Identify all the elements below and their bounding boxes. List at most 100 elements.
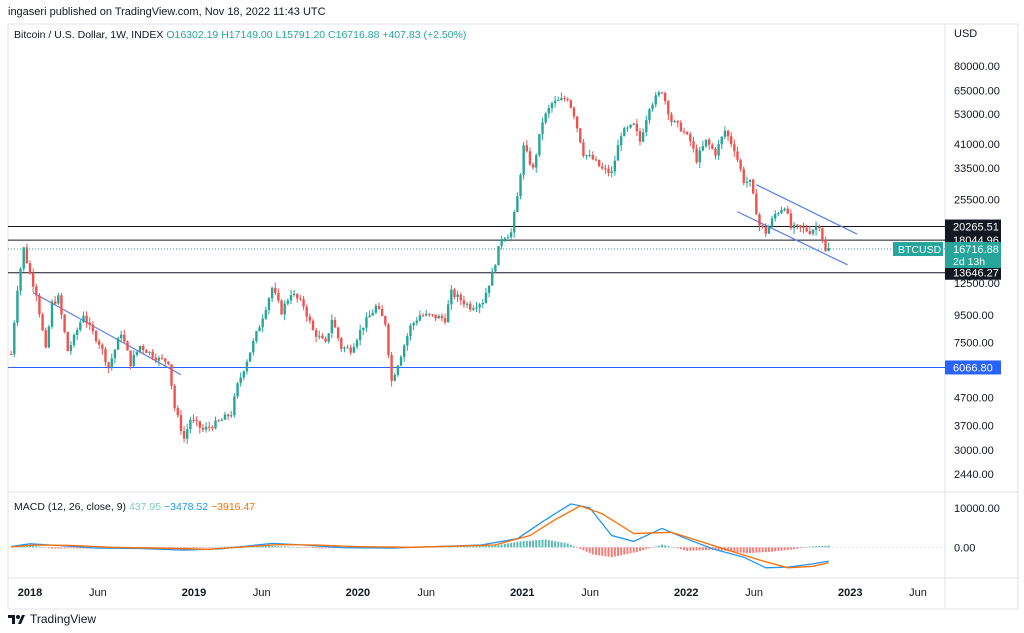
macd-histogram-bar [286,546,289,548]
candle-body [355,340,359,347]
candle-body [755,193,758,215]
candle-body [462,300,466,305]
macd-histogram-bar [32,545,35,548]
candle-body [453,289,456,297]
candle-body [349,347,352,353]
candle-body [424,313,428,316]
macd-histogram-bar [459,546,462,548]
candle-body [569,100,573,108]
candle-body [522,145,525,175]
candle-body [560,98,563,101]
candle-body [151,351,154,358]
candle-body [135,351,139,356]
candle-body [626,127,629,129]
candle-body [167,361,170,365]
trendline[interactable] [737,211,848,266]
candle-body [270,287,274,299]
candle-body [780,210,783,214]
macd-histogram-bar [308,547,311,548]
macd-histogram-bar [274,545,277,548]
candle-body [679,122,683,132]
macd-histogram-bar [173,547,176,549]
candle-body [704,139,708,147]
macd-histogram-bar [261,545,264,548]
macd-histogram-bar [280,546,283,548]
macd-histogram-bar [610,547,613,558]
macd-histogram-bar [267,545,270,548]
macd-tick-label: 10000.00 [954,503,1000,515]
macd-histogram-bar [664,545,667,548]
candle-body [707,139,711,145]
candle-body [189,419,192,430]
candle-body [465,303,469,305]
macd-histogram-bar [733,547,736,552]
macd-histogram-bar [569,544,572,548]
candle-body [805,227,808,232]
macd-histogram-bar [195,547,198,548]
candle-body [720,136,723,145]
macd-histogram-bar [186,547,189,549]
macd-histogram-bar [76,547,79,549]
candle-body [440,315,444,319]
macd-histogram-bar [472,546,475,548]
candle-body [242,371,246,378]
candle-body [41,314,44,331]
candle-body [535,155,538,168]
macd-histogram-bar [170,547,173,549]
candle-body [314,330,318,337]
candle-body [104,349,107,363]
macd-histogram-bar [475,546,478,548]
macd-histogram-bar [466,546,469,548]
candle-body [82,315,85,323]
candle-body [258,327,261,332]
macd-histogram-bar [35,546,38,548]
candle-body [343,347,346,349]
macd-histogram-bar [764,547,767,553]
candle-body [651,104,654,110]
macd-histogram-bar [585,547,588,552]
trendline[interactable] [32,292,182,376]
candle-body [239,377,242,384]
macd-histogram-bar [811,546,814,548]
trendline[interactable] [756,184,858,235]
candle-body [352,346,356,353]
macd-histogram-bar [629,547,632,554]
candle-body [745,181,749,184]
candle-body [717,144,720,156]
candle-body [277,292,280,301]
candle-body [748,179,752,182]
macd-histogram-bar [661,544,664,548]
candle-body [308,316,312,321]
candle-body [506,237,510,239]
macd-histogram-bar [513,542,516,548]
macd-histogram-bar [557,541,560,548]
candle-body [170,364,173,386]
candle-body [774,214,777,219]
candle-body [368,315,371,318]
candle-body [701,146,705,151]
macd-histogram-bar [293,546,296,548]
macd-histogram-bar [657,545,660,548]
time-tick-label: Jun [909,587,927,599]
candle-body [751,179,755,194]
candle-body [494,265,497,272]
macd-histogram-bar [82,547,85,549]
macd-histogram-bar [54,547,57,549]
candle-body [711,144,714,149]
time-tick-label: 2021 [510,587,534,599]
candle-body [660,92,664,94]
candle-body [503,238,506,240]
macd-histogram-bar [679,547,682,550]
macd-histogram-bar [739,547,742,553]
candle-body [289,295,293,301]
candle-body [148,351,151,353]
candle-body [299,298,302,300]
candle-body [579,128,582,143]
macd-histogram-bar [815,546,818,548]
candle-body [154,357,157,361]
candle-body [736,151,739,160]
candle-body [9,354,13,356]
candle-body [475,307,478,309]
candle-body [88,322,91,325]
